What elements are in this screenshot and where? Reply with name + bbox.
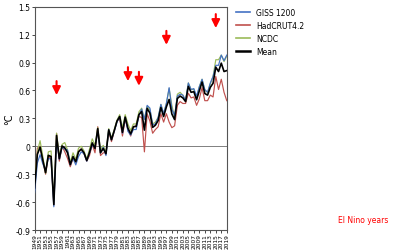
Legend: GISS 1200, HadCRUT4.2, NCDC, Mean: GISS 1200, HadCRUT4.2, NCDC, Mean [234,7,306,58]
Y-axis label: °C: °C [4,113,14,125]
Text: El Nino years: El Nino years [338,215,388,224]
